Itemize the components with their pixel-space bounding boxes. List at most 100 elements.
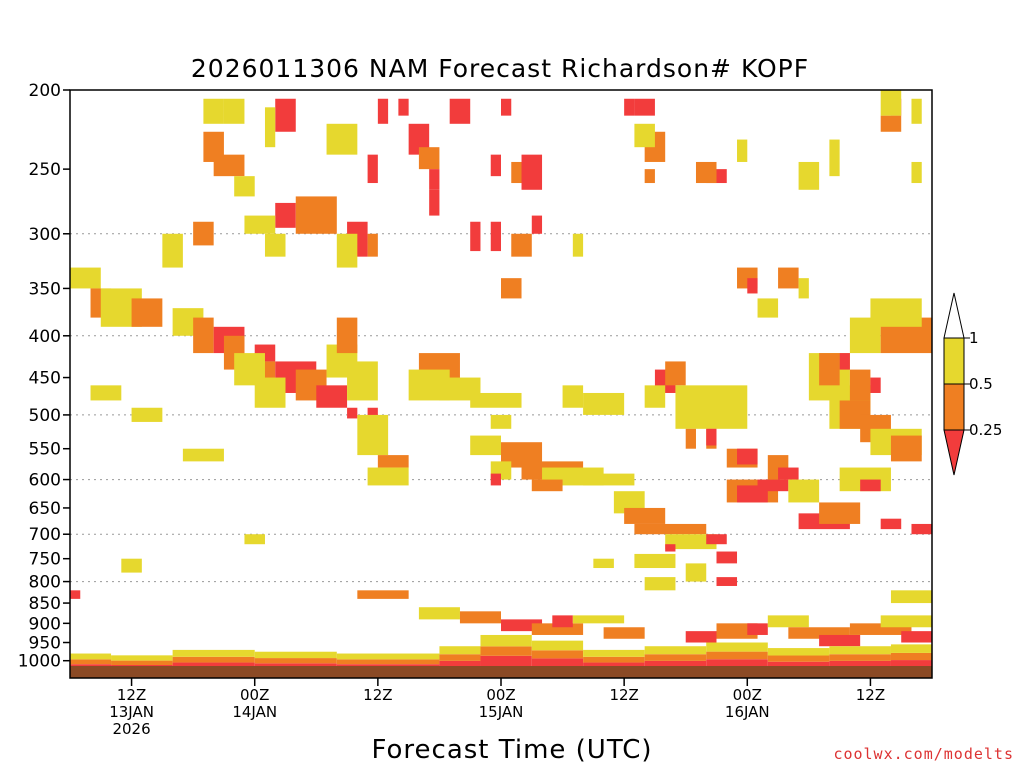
y-tick-label: 450: [29, 369, 61, 389]
ri-cell: [70, 590, 81, 599]
ri-cell: [634, 98, 655, 116]
ri-cell: [880, 115, 902, 132]
sfc-yellow: [829, 646, 891, 655]
ri-cell: [634, 523, 707, 535]
ri-cell: [275, 98, 296, 132]
ri-cell: [223, 98, 245, 124]
ri-cell: [398, 98, 409, 116]
ri-cell: [685, 428, 696, 449]
ri-cell: [521, 154, 543, 190]
ri-cell: [234, 176, 255, 197]
ri-cell: [778, 467, 799, 480]
ri-cell: [131, 298, 163, 327]
ri-cell: [593, 558, 614, 569]
ri-cell: [716, 577, 738, 586]
colorbar-label-1: 1: [969, 329, 979, 347]
ri-cell: [613, 491, 645, 514]
ri-cell: [880, 518, 902, 530]
x-tick-label: 12Z: [363, 686, 392, 704]
ri-cell: [583, 473, 635, 486]
ri-cell: [829, 139, 840, 177]
ri-cell: [839, 353, 850, 370]
ri-cell: [552, 615, 573, 628]
ri-cell: [459, 611, 501, 624]
ri-cell: [737, 139, 748, 162]
ri-cell: [193, 317, 214, 354]
sfc-orange: [336, 659, 440, 665]
sfc-yellow: [644, 646, 707, 655]
sfc-orange: [890, 652, 932, 661]
x-tick-label: 12Z: [117, 686, 146, 704]
ri-cell: [757, 479, 789, 492]
sfc-yellow: [767, 648, 830, 656]
ri-cell: [870, 377, 881, 393]
sfc-orange: [829, 654, 891, 661]
ri-cell: [470, 392, 522, 408]
ri-cell: [439, 377, 481, 401]
ri-cell: [716, 551, 738, 564]
x-tick-label: 12Z: [609, 686, 638, 704]
y-tick-label: 400: [29, 327, 61, 347]
ri-cell: [418, 147, 440, 170]
ri-cell: [418, 607, 460, 620]
x-tick-label: 16JAN: [725, 703, 770, 721]
sfc-yellow: [890, 644, 932, 653]
ri-cell: [182, 448, 224, 462]
ri-cell: [849, 369, 871, 401]
ri-cell: [490, 473, 501, 486]
x-tick-label: 00Z: [733, 686, 762, 704]
ri-cell: [819, 502, 861, 524]
ri-cell: [377, 98, 389, 124]
y-tick-label: 250: [29, 160, 61, 180]
ri-cell: [675, 385, 717, 429]
ri-cell: [798, 161, 820, 190]
plot-background: [70, 90, 932, 678]
ri-cell: [562, 385, 584, 408]
ri-cell: [367, 154, 378, 184]
ri-cell: [624, 98, 635, 116]
colorbar-label-0-25: 0.25: [969, 421, 1002, 439]
sfc-yellow: [70, 653, 112, 660]
ri-cell: [347, 407, 358, 419]
ri-cell: [70, 267, 101, 289]
ri-cell: [213, 154, 245, 177]
ri-cell: [347, 361, 378, 401]
ri-cell: [203, 131, 224, 162]
ri-cell: [849, 623, 912, 635]
ri-cell: [316, 385, 348, 408]
chart-title: 2026011306 NAM Forecast Richardson# KOPF: [191, 54, 809, 83]
ri-cell: [429, 169, 440, 190]
ri-cell: [737, 448, 758, 465]
colorbar: 1 0.5 0.25: [943, 292, 1002, 476]
ri-cell: [665, 544, 676, 552]
ri-cell: [572, 233, 584, 257]
sfc-yellow: [111, 655, 173, 661]
ri-cell: [244, 215, 276, 234]
sfc-yellow: [706, 642, 768, 652]
ri-cell: [203, 98, 224, 124]
sfc-yellow: [254, 651, 337, 659]
ri-cell: [131, 407, 163, 422]
ri-cell: [531, 215, 543, 234]
sfc-yellow: [583, 649, 645, 657]
ri-cell: [501, 98, 512, 116]
ri-cell: [244, 534, 265, 545]
ri-cell: [501, 278, 522, 299]
colorbar-arrow-top: [943, 292, 965, 339]
ri-cell: [470, 435, 501, 456]
ri-cell: [706, 534, 727, 545]
ri-cell: [501, 619, 543, 632]
ri-cell: [767, 615, 809, 628]
ri-cell: [880, 615, 932, 628]
ri-cell: [264, 107, 276, 148]
ri-cell: [911, 523, 932, 535]
ri-cell: [901, 631, 932, 643]
ri-cell: [408, 123, 430, 155]
sfc-yellow: [439, 646, 481, 655]
x-tick-label: 14JAN: [232, 703, 277, 721]
colorbar-arrow-bottom: [943, 429, 965, 476]
sfc-yellow: [531, 640, 584, 651]
richardson-cells: [70, 90, 932, 647]
ri-cell: [275, 202, 296, 228]
